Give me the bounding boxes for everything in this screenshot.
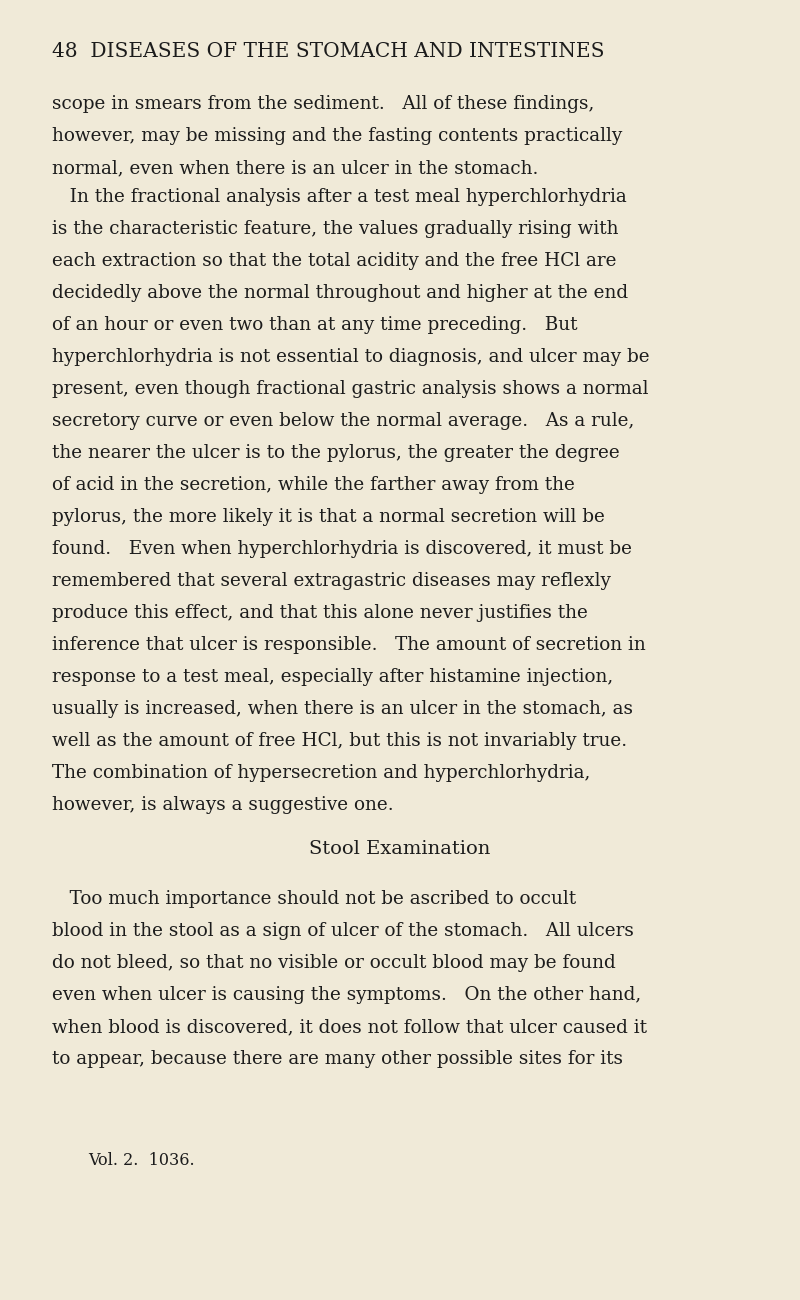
Text: pylorus, the more likely it is that a normal secretion will be: pylorus, the more likely it is that a no… [52, 508, 605, 526]
Text: the nearer the ulcer is to the pylorus, the greater the degree: the nearer the ulcer is to the pylorus, … [52, 445, 620, 461]
Text: even when ulcer is causing the symptoms.   On the other hand,: even when ulcer is causing the symptoms.… [52, 985, 642, 1004]
Text: produce this effect, and that this alone never justifies the: produce this effect, and that this alone… [52, 604, 588, 621]
Text: found.   Even when hyperchlorhydria is discovered, it must be: found. Even when hyperchlorhydria is dis… [52, 540, 632, 558]
Text: In the fractional analysis after a test meal hyperchlorhydria: In the fractional analysis after a test … [52, 188, 626, 205]
Text: well as the amount of free HCl, but this is not invariably true.: well as the amount of free HCl, but this… [52, 732, 627, 750]
Text: remembered that several extragastric diseases may reflexly: remembered that several extragastric dis… [52, 572, 611, 590]
Text: to appear, because there are many other possible sites for its: to appear, because there are many other … [52, 1050, 623, 1069]
Text: when blood is discovered, it does not follow that ulcer caused it: when blood is discovered, it does not fo… [52, 1018, 647, 1036]
Text: Vol. 2.  1036.: Vol. 2. 1036. [88, 1152, 194, 1169]
Text: however, is always a suggestive one.: however, is always a suggestive one. [52, 796, 394, 814]
Text: decidedly above the normal throughout and higher at the end: decidedly above the normal throughout an… [52, 283, 628, 302]
Text: usually is increased, when there is an ulcer in the stomach, as: usually is increased, when there is an u… [52, 699, 633, 718]
Text: The combination of hypersecretion and hyperchlorhydria,: The combination of hypersecretion and hy… [52, 764, 590, 783]
Text: blood in the stool as a sign of ulcer of the stomach.   All ulcers: blood in the stool as a sign of ulcer of… [52, 922, 634, 940]
Text: inference that ulcer is responsible.   The amount of secretion in: inference that ulcer is responsible. The… [52, 636, 646, 654]
Text: hyperchlorhydria is not essential to diagnosis, and ulcer may be: hyperchlorhydria is not essential to dia… [52, 348, 650, 367]
Text: do not bleed, so that no visible or occult blood may be found: do not bleed, so that no visible or occu… [52, 954, 616, 972]
Text: of an hour or even two than at any time preceding.   But: of an hour or even two than at any time … [52, 316, 578, 334]
Text: secretory curve or even below the normal average.   As a rule,: secretory curve or even below the normal… [52, 412, 634, 430]
Text: scope in smears from the sediment.   All of these findings,: scope in smears from the sediment. All o… [52, 95, 594, 113]
Text: response to a test meal, especially after histamine injection,: response to a test meal, especially afte… [52, 668, 614, 686]
Text: Too much importance should not be ascribed to occult: Too much importance should not be ascrib… [52, 891, 576, 907]
Text: normal, even when there is an ulcer in the stomach.: normal, even when there is an ulcer in t… [52, 159, 538, 177]
Text: 48  DISEASES OF THE STOMACH AND INTESTINES: 48 DISEASES OF THE STOMACH AND INTESTINE… [52, 42, 605, 61]
Text: present, even though fractional gastric analysis shows a normal: present, even though fractional gastric … [52, 380, 649, 398]
Text: Stool Examination: Stool Examination [310, 840, 490, 858]
Text: is the characteristic feature, the values gradually rising with: is the characteristic feature, the value… [52, 220, 618, 238]
Text: however, may be missing and the fasting contents practically: however, may be missing and the fasting … [52, 127, 622, 146]
Text: of acid in the secretion, while the farther away from the: of acid in the secretion, while the fart… [52, 476, 575, 494]
Text: each extraction so that the total acidity and the free HCl are: each extraction so that the total acidit… [52, 252, 617, 270]
